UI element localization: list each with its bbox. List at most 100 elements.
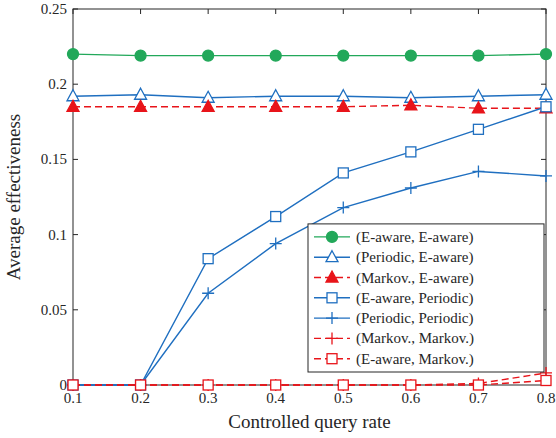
point <box>540 88 552 99</box>
point <box>270 238 282 250</box>
y-tick <box>73 234 78 235</box>
legend-label: (E-aware, Periodic) <box>356 290 473 307</box>
x-tick <box>140 9 141 14</box>
series <box>67 88 552 102</box>
point <box>67 379 79 391</box>
y-tick-label: 0.1 <box>48 227 67 243</box>
x-tick <box>275 9 276 14</box>
y-tick <box>73 9 78 10</box>
point <box>135 100 147 111</box>
series-line <box>73 171 546 385</box>
point <box>136 380 146 390</box>
point <box>270 50 281 61</box>
point <box>338 50 349 61</box>
x-tick-label: 0.4 <box>266 390 285 406</box>
point <box>472 165 484 177</box>
point <box>271 380 281 390</box>
x-tick <box>546 9 547 14</box>
series <box>68 375 551 390</box>
legend-label: (E-aware, Markov.) <box>356 351 474 368</box>
point <box>541 102 551 112</box>
x-tick-label: 0.7 <box>469 390 488 406</box>
point <box>270 100 282 111</box>
y-tick-label: 0.25 <box>41 1 67 17</box>
legend-marker <box>326 312 338 324</box>
plot-frame <box>73 9 546 385</box>
point <box>540 102 552 113</box>
point <box>203 380 213 390</box>
point <box>135 50 146 61</box>
point <box>68 49 79 60</box>
series <box>67 99 552 113</box>
y-axis-label: Average effectiveness <box>3 114 24 281</box>
point <box>67 100 79 111</box>
y-tick <box>541 159 546 160</box>
point <box>68 380 78 390</box>
x-tick-label: 0.6 <box>401 390 420 406</box>
legend-marker <box>327 293 337 303</box>
point <box>136 380 146 390</box>
point <box>541 49 552 60</box>
x-tick <box>410 9 411 14</box>
legend-label: (Periodic, Periodic) <box>356 310 473 327</box>
point <box>472 377 484 389</box>
point <box>473 50 484 61</box>
legend-marker <box>327 231 338 242</box>
point <box>271 212 281 222</box>
series <box>68 102 551 390</box>
point <box>338 168 348 178</box>
point <box>405 99 417 110</box>
y-tick <box>73 159 78 160</box>
x-tick-label: 0.5 <box>334 390 353 406</box>
y-tick <box>73 309 78 310</box>
legend: (E-aware, E-aware) (Periodic, E-aware) (Ma… <box>308 224 544 372</box>
point <box>405 182 417 194</box>
y-tick <box>541 84 546 85</box>
legend-marker <box>326 271 338 282</box>
y-tick-label: 0.05 <box>41 302 67 318</box>
legend-label: (Markov., E-aware) <box>356 270 474 287</box>
series-line <box>73 107 546 385</box>
y-tick-label: 0.15 <box>41 151 67 167</box>
legend-marker <box>326 251 338 262</box>
point <box>405 379 417 391</box>
point <box>202 287 214 299</box>
point <box>473 380 483 390</box>
x-tick <box>73 9 74 14</box>
series <box>68 49 552 62</box>
point <box>337 379 349 391</box>
point <box>472 90 484 101</box>
point <box>203 254 213 264</box>
point <box>202 379 214 391</box>
point <box>202 100 214 111</box>
x-tick <box>208 9 209 14</box>
point <box>406 380 416 390</box>
point <box>406 147 416 157</box>
y-tick <box>73 84 78 85</box>
legend-marker <box>327 354 337 364</box>
legend-label: (Markov., Markov.) <box>356 330 474 347</box>
x-tick-label: 0.2 <box>131 390 150 406</box>
chart: 0.10.20.30.40.50.60.70.800.050.10.150.20… <box>0 0 556 438</box>
point <box>540 170 552 182</box>
legend-box <box>308 224 544 372</box>
point <box>135 379 147 391</box>
point <box>135 88 147 99</box>
x-tick-label: 0.3 <box>199 390 218 406</box>
legend-label: (Periodic, E-aware) <box>356 249 473 266</box>
point <box>337 100 349 111</box>
background <box>0 0 556 438</box>
point <box>337 202 349 214</box>
point <box>67 379 79 391</box>
x-tick <box>343 9 344 14</box>
point <box>338 380 348 390</box>
y-tick <box>541 9 546 10</box>
legend-label: (E-aware, E-aware) <box>356 229 473 246</box>
series <box>67 165 552 391</box>
data-area <box>67 49 552 391</box>
x-tick <box>478 9 479 14</box>
x-axis-label: Controlled query rate <box>228 411 391 432</box>
point <box>472 102 484 113</box>
point <box>270 379 282 391</box>
y-tick-label: 0 <box>60 377 68 393</box>
